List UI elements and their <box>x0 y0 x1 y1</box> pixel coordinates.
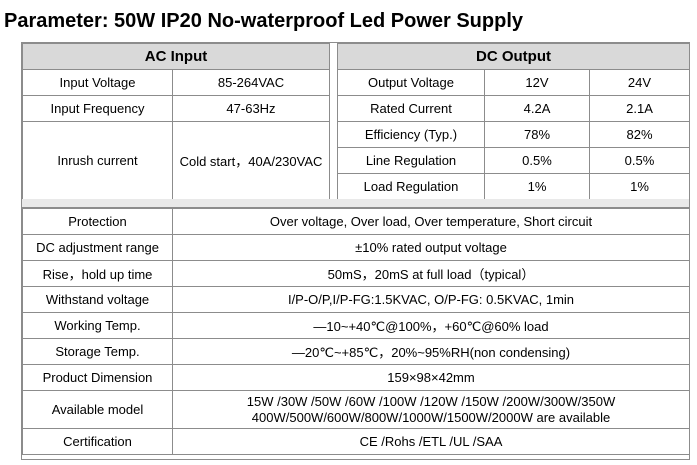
row-label: Storage Temp. <box>22 338 173 365</box>
table-row: Storage Temp. —20℃~+85℃，20%~95%RH(non co… <box>22 338 690 365</box>
table-row: Rated Current 4.2A 2.1A <box>337 95 690 122</box>
table-row: Inrush current Cold start，40A/230VAC <box>22 121 330 200</box>
value-24v: 82% <box>589 121 690 148</box>
row-value: 47-63Hz <box>172 95 330 122</box>
table-row: Efficiency (Typ.) 78% 82% <box>337 121 690 148</box>
value-24v: 2.1A <box>589 95 690 122</box>
value-24v: 0.5% <box>589 147 690 174</box>
page-title: Parameter: 50W IP20 No-waterproof Led Po… <box>4 10 524 32</box>
row-label: Rise，hold up time <box>22 260 173 287</box>
row-label: Efficiency (Typ.) <box>337 121 485 148</box>
table-row: DC adjustment range ±10% rated output vo… <box>22 234 690 261</box>
ac-input-table: AC Input Input Voltage 85-264VAC Input F… <box>22 43 330 200</box>
general-spec-table: Protection Over voltage, Over load, Over… <box>22 208 690 455</box>
row-label: Certification <box>22 428 173 455</box>
value-12v: 0.5% <box>484 147 590 174</box>
table-row: Output Voltage 12V 24V <box>337 69 690 96</box>
row-label: Load Regulation <box>337 173 485 200</box>
row-value: 159×98×42mm <box>172 364 690 391</box>
column-separator <box>329 43 337 199</box>
table-row: Input Frequency 47-63Hz <box>22 95 330 122</box>
table-row: Working Temp. —10~+40℃@100%，+60℃@60% loa… <box>22 312 690 339</box>
row-value: Cold start，40A/230VAC <box>172 121 330 200</box>
row-label: Protection <box>22 208 173 235</box>
row-value: 50mS，20mS at full load（typical） <box>172 260 690 287</box>
table-row: Protection Over voltage, Over load, Over… <box>22 208 690 235</box>
row-value: ±10% rated output voltage <box>172 234 690 261</box>
row-label: DC adjustment range <box>22 234 173 261</box>
value-12v: 4.2A <box>484 95 590 122</box>
row-label: Withstand voltage <box>22 286 173 313</box>
value-12v: 12V <box>484 69 590 96</box>
available-models: 15W /30W /50W /60W /100W /120W /150W /20… <box>172 390 690 429</box>
row-label: Inrush current <box>22 121 173 200</box>
spec-table-frame <box>21 42 690 460</box>
ac-input-header: AC Input <box>22 43 330 70</box>
table-row: Rise，hold up time 50mS，20mS at full load… <box>22 260 690 287</box>
row-label: Output Voltage <box>337 69 485 96</box>
row-label: Input Frequency <box>22 95 173 122</box>
section-separator <box>22 199 689 208</box>
row-value: I/P-O/P,I/P-FG:1.5KVAC, O/P-FG: 0.5KVAC,… <box>172 286 690 313</box>
value-12v: 1% <box>484 173 590 200</box>
row-value: —10~+40℃@100%，+60℃@60% load <box>172 312 690 339</box>
row-value: 85-264VAC <box>172 69 330 96</box>
models-line-2: 400W/500W/600W/800W/1000W/1500W/2000W ar… <box>251 409 611 425</box>
row-value: CE /Rohs /ETL /UL /SAA <box>172 428 690 455</box>
table-row: Line Regulation 0.5% 0.5% <box>337 147 690 174</box>
table-row: Product Dimension 159×98×42mm <box>22 364 690 391</box>
value-24v: 24V <box>589 69 690 96</box>
row-label: Line Regulation <box>337 147 485 174</box>
row-label: Available model <box>22 390 173 429</box>
row-label: Product Dimension <box>22 364 173 391</box>
value-12v: 78% <box>484 121 590 148</box>
table-row: Withstand voltage I/P-O/P,I/P-FG:1.5KVAC… <box>22 286 690 313</box>
row-label: Rated Current <box>337 95 485 122</box>
row-value: Over voltage, Over load, Over temperatur… <box>172 208 690 235</box>
row-value: —20℃~+85℃，20%~95%RH(non condensing) <box>172 338 690 365</box>
dc-output-table: DC Output Output Voltage 12V 24V Rated C… <box>337 43 690 200</box>
dc-output-header: DC Output <box>337 43 690 70</box>
table-row: Certification CE /Rohs /ETL /UL /SAA <box>22 428 690 455</box>
value-24v: 1% <box>589 173 690 200</box>
models-line-1: 15W /30W /50W /60W /100W /120W /150W /20… <box>246 393 616 409</box>
row-label: Working Temp. <box>22 312 173 339</box>
table-row: Input Voltage 85-264VAC <box>22 69 330 96</box>
table-row: Available model 15W /30W /50W /60W /100W… <box>22 390 690 429</box>
table-row: Load Regulation 1% 1% <box>337 173 690 200</box>
row-label: Input Voltage <box>22 69 173 96</box>
